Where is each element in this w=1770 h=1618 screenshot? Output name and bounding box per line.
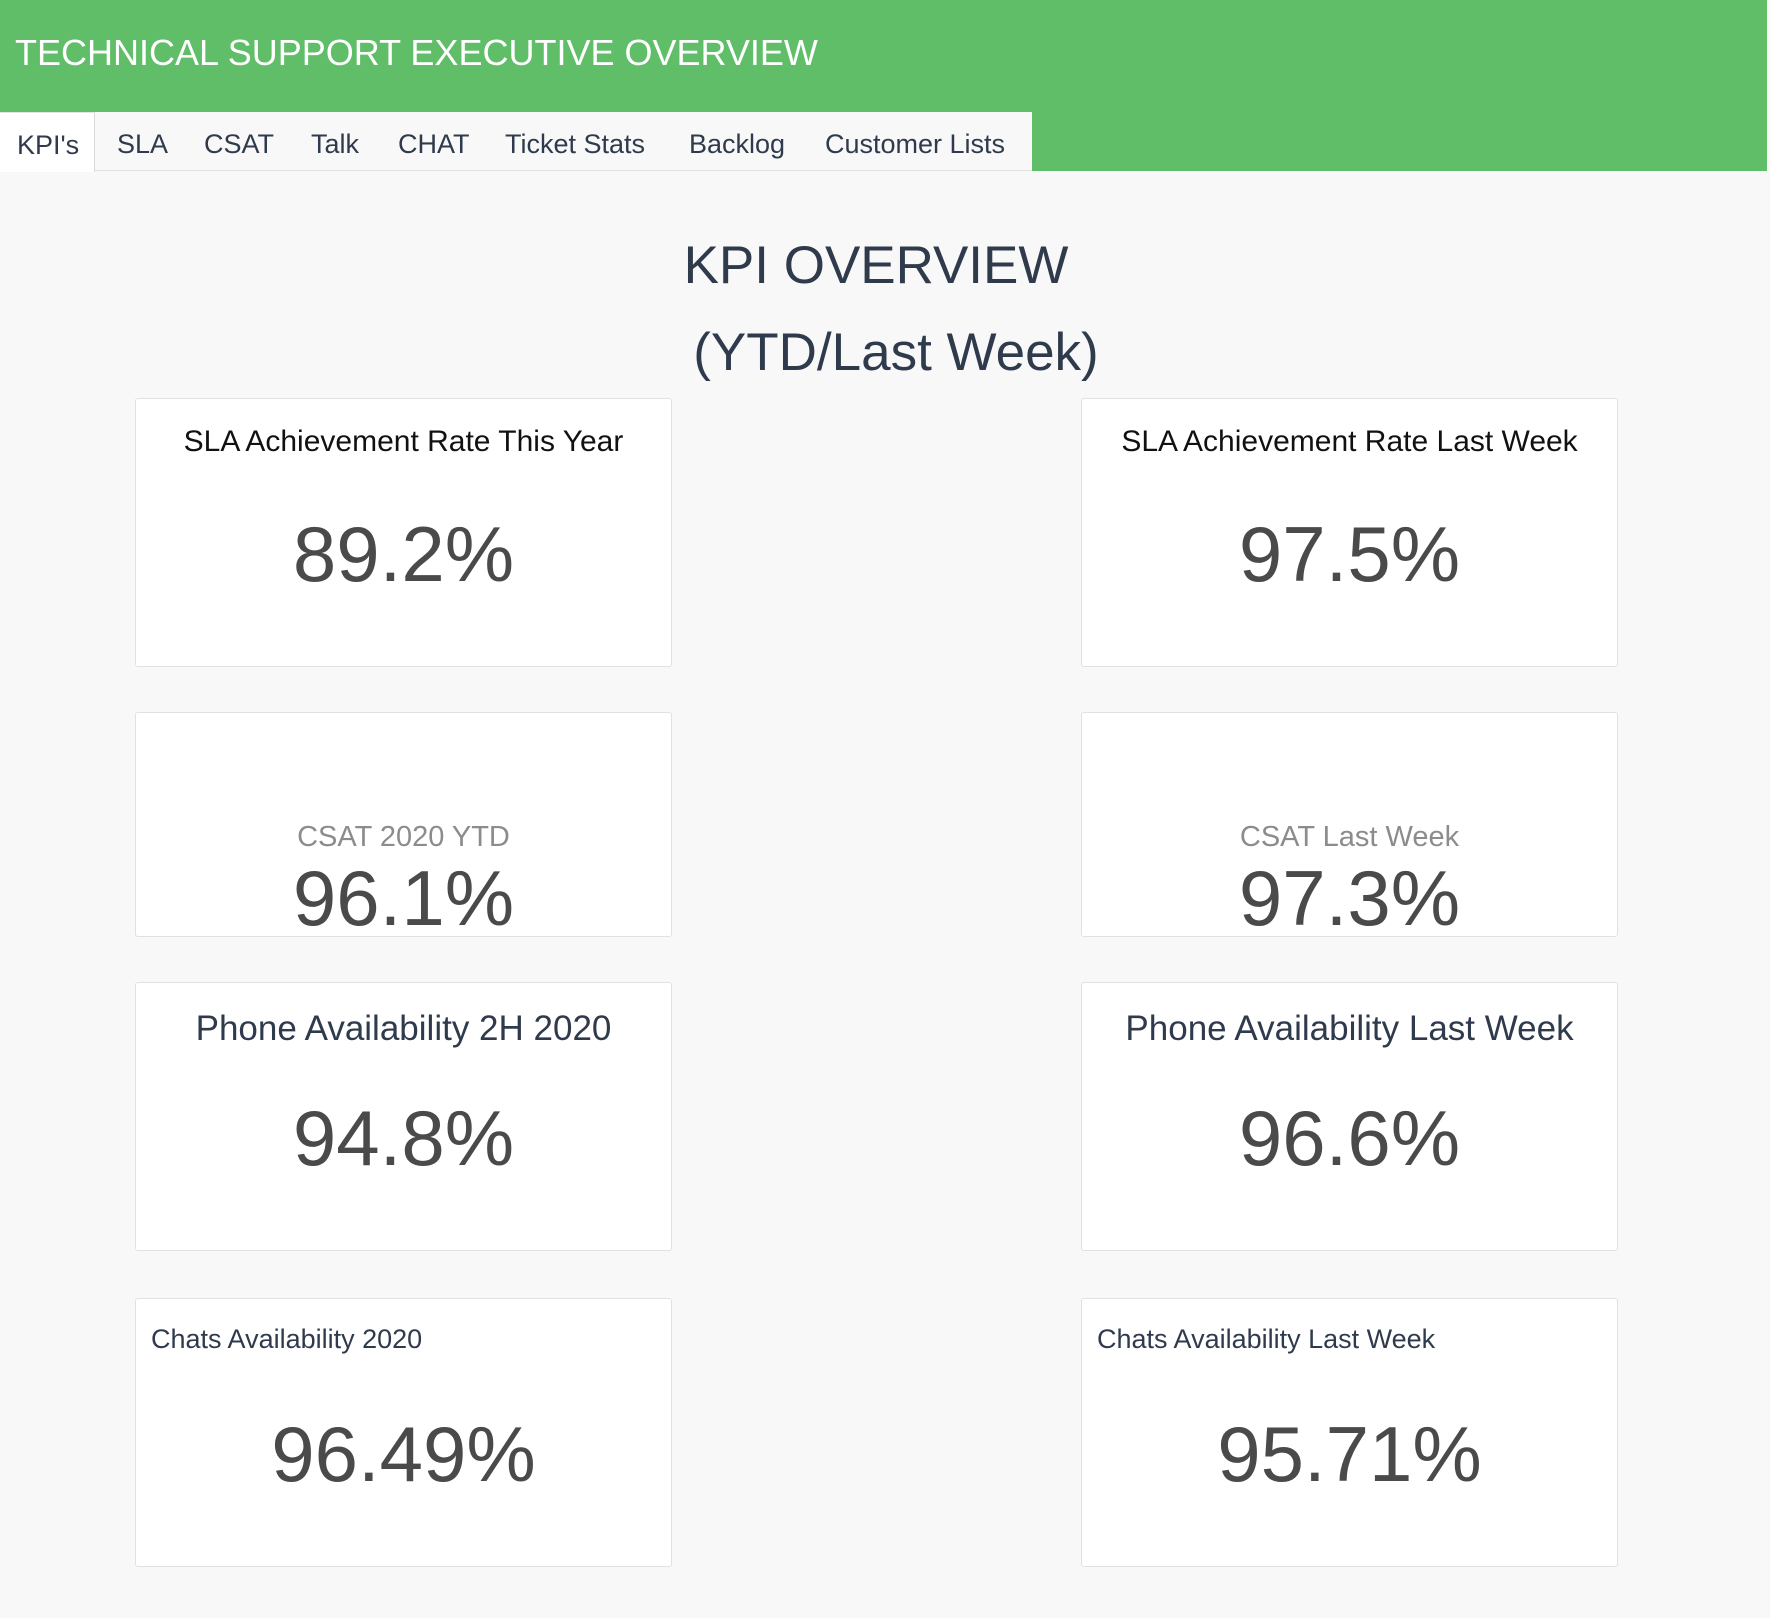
kpi-card-phone-last-week: Phone Availability Last Week 96.6% xyxy=(1081,982,1618,1251)
kpi-card-csat-ytd: CSAT 2020 YTD 96.1% xyxy=(135,712,672,937)
tab-ticket-stats[interactable]: Ticket Stats xyxy=(505,129,646,159)
kpi-card-value: 97.5% xyxy=(1238,510,1461,598)
page-title: KPI OVERVIEW xyxy=(683,236,1069,295)
kpi-card-label: Chats Availability 2020 xyxy=(151,1324,423,1354)
kpi-card-value: 96.6% xyxy=(1238,1094,1461,1182)
app-title: TECHNICAL SUPPORT EXECUTIVE OVERVIEW xyxy=(15,32,818,73)
kpi-card-phone-2h-2020: Phone Availability 2H 2020 94.8% xyxy=(135,982,672,1251)
kpi-card-csat-last-week: CSAT Last Week 97.3% xyxy=(1081,712,1618,937)
tab-chat[interactable]: CHAT xyxy=(398,129,470,159)
tab-kpis[interactable]: KPI's xyxy=(0,112,95,172)
kpi-card-chats-last-week: Chats Availability Last Week 95.71% xyxy=(1081,1298,1618,1567)
kpi-card-value: 97.3% xyxy=(1238,854,1461,937)
kpi-card-label: SLA Achievement Rate This Year xyxy=(183,425,624,458)
kpi-card-label: Chats Availability Last Week xyxy=(1097,1324,1436,1354)
tab-customer-lists[interactable]: Customer Lists xyxy=(825,129,1006,159)
kpi-card-sla-this-year: SLA Achievement Rate This Year 89.2% xyxy=(135,398,672,667)
tab-talk[interactable]: Talk xyxy=(311,129,360,159)
kpi-card-label: Phone Availability 2H 2020 xyxy=(195,1009,612,1048)
kpi-card-value: 95.71% xyxy=(1217,1410,1482,1498)
kpi-card-value: 96.1% xyxy=(292,854,515,937)
kpi-card-value: 94.8% xyxy=(292,1094,515,1182)
kpi-card-value: 96.49% xyxy=(271,1410,536,1498)
kpi-card-chats-2020: Chats Availability 2020 96.49% xyxy=(135,1298,672,1567)
page-subtitle: (YTD/Last Week) xyxy=(693,323,1099,382)
tab-csat[interactable]: CSAT xyxy=(204,129,275,159)
kpi-card-label: SLA Achievement Rate Last Week xyxy=(1121,425,1578,458)
kpi-card-label: CSAT Last Week xyxy=(1239,821,1460,853)
kpi-card-label: CSAT 2020 YTD xyxy=(297,821,510,853)
kpi-card-label: Phone Availability Last Week xyxy=(1125,1009,1574,1048)
tab-backlog[interactable]: Backlog xyxy=(689,129,786,159)
kpi-card-sla-last-week: SLA Achievement Rate Last Week 97.5% xyxy=(1081,398,1618,667)
tab-bar: KPI's SLA CSAT Talk CHAT Ticket Stats Ba… xyxy=(0,112,1032,172)
tab-sla[interactable]: SLA xyxy=(117,129,169,159)
kpi-card-value: 89.2% xyxy=(292,510,515,598)
